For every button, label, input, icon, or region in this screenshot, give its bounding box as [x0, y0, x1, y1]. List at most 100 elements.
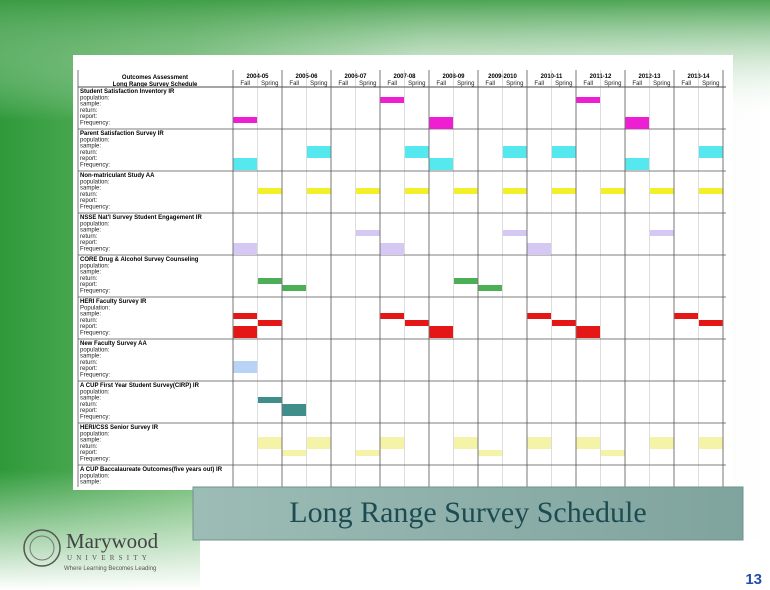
background-bottom [200, 540, 770, 590]
schedule-cell [258, 188, 282, 194]
schedule-cell [478, 450, 502, 456]
field-label: population: [80, 138, 110, 144]
schedule-cell [307, 146, 331, 158]
year-label: 2007-08 [393, 74, 416, 80]
section-name: CORE Drug & Alcohol Survey Counseling [80, 257, 199, 263]
schedule-cell [503, 146, 527, 158]
section-name: HERI Faculty Survey IR [80, 299, 147, 305]
field-label: Frequency: [80, 288, 110, 294]
schedule-cell [503, 188, 527, 194]
schedule-cell [527, 437, 551, 449]
term-label: Fall [485, 81, 495, 87]
schedule-cell [625, 158, 649, 170]
schedule-cell [454, 188, 478, 194]
year-label: 2011-12 [590, 74, 612, 80]
field-label: sample: [80, 270, 101, 276]
schedule-cell [405, 146, 429, 158]
schedule-cell [699, 437, 723, 449]
field-label: population: [80, 474, 110, 480]
schedule-cell [233, 361, 257, 373]
section-name: New Faculty Survey AA [80, 341, 147, 347]
field-label: Frequency: [80, 162, 110, 168]
term-label: Fall [240, 81, 250, 87]
schedule-cell [478, 285, 502, 291]
field-label: return: [80, 444, 98, 450]
logo-sub: UNIVERSITY [67, 554, 151, 562]
schedule-cell [429, 117, 453, 129]
term-label: Spring [506, 81, 523, 87]
schedule-cell [258, 397, 282, 403]
field-label: sample: [80, 354, 101, 360]
schedule-cell [625, 117, 649, 129]
year-label: 2008-09 [442, 74, 465, 80]
schedule-cell [699, 146, 723, 158]
schedule-cell [233, 243, 257, 255]
field-label: sample: [80, 438, 101, 444]
term-label: Fall [632, 81, 642, 87]
page-number: 13 [745, 571, 762, 588]
year-label: 2013-14 [687, 74, 710, 80]
field-label: report: [80, 366, 98, 372]
schedule-cell [282, 285, 306, 291]
term-label: Fall [583, 81, 593, 87]
term-label: Fall [289, 81, 299, 87]
schedule-cell [650, 188, 674, 194]
field-label: return: [80, 108, 98, 114]
field-label: sample: [80, 228, 101, 234]
term-label: Fall [387, 81, 397, 87]
field-label: population: [80, 432, 110, 438]
term-label: Fall [534, 81, 544, 87]
logo-tagline: Where Learning Becomes Leading [64, 566, 156, 572]
field-label: Frequency: [80, 330, 110, 336]
field-label: report: [80, 240, 98, 246]
field-label: Frequency: [80, 414, 110, 420]
table-title: Outcomes Assessment [122, 75, 188, 81]
field-label: report: [80, 156, 98, 162]
schedule-cell [576, 326, 600, 338]
schedule-cell [650, 230, 674, 236]
schedule-cell [258, 278, 282, 284]
term-label: Fall [436, 81, 446, 87]
field-label: Frequency: [80, 204, 110, 210]
schedule-cell [576, 437, 600, 449]
schedule-cell [282, 404, 306, 416]
schedule-cell [380, 313, 404, 319]
year-label: 2006-07 [344, 74, 367, 80]
schedule-cell [527, 313, 551, 319]
seal [23, 529, 61, 567]
schedule-cell [380, 97, 404, 103]
year-label: 2010-11 [541, 74, 563, 80]
field-label: sample: [80, 312, 101, 318]
schedule-cell [601, 188, 625, 194]
schedule-cell [552, 188, 576, 194]
field-label: report: [80, 408, 98, 414]
section-name: Student Satisfaction Inventory IR [80, 89, 175, 95]
section-name: HERI/CSS Senior Survey IR [80, 425, 159, 431]
logo: Marywood UNIVERSITY Where Learning Becom… [23, 529, 159, 572]
schedule-cell [454, 278, 478, 284]
term-label: Spring [653, 81, 670, 87]
schedule-cell [307, 188, 331, 194]
year-label: 2009-2010 [488, 74, 517, 80]
schedule-cell [429, 326, 453, 338]
schedule-cell [552, 146, 576, 158]
schedule-cell [405, 320, 429, 326]
term-label: Spring [702, 81, 719, 87]
field-label: population: [80, 264, 110, 270]
field-label: report: [80, 324, 98, 330]
field-label: report: [80, 450, 98, 456]
term-label: Spring [408, 81, 425, 87]
year-label: 2005-06 [295, 74, 318, 80]
field-label: sample: [80, 480, 101, 486]
caption: Long Range Survey Schedule [289, 496, 646, 529]
field-label: return: [80, 234, 98, 240]
schedule-cell [356, 230, 380, 236]
seal-inner [29, 535, 55, 561]
field-label: Frequency: [80, 120, 110, 126]
term-label: Spring [310, 81, 327, 87]
section-name: A CUP Baccalaureate Outcomes(five years … [80, 467, 223, 473]
term-label: Spring [457, 81, 474, 87]
field-label: return: [80, 150, 98, 156]
field-label: sample: [80, 144, 101, 150]
